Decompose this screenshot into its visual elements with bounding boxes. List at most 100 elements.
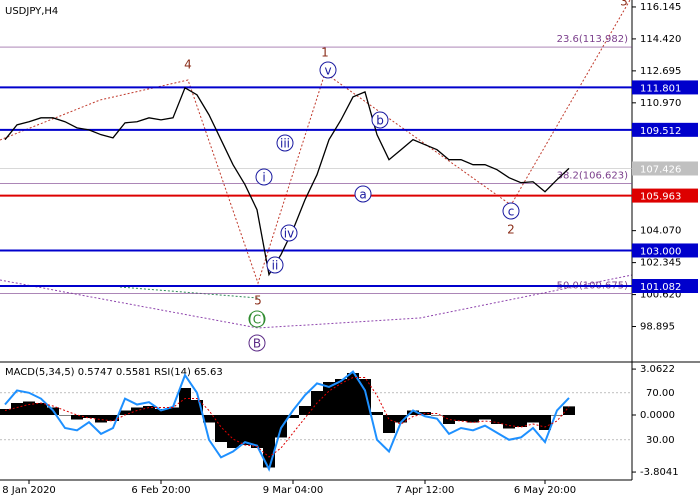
wave-label: b [376, 114, 384, 128]
macd-bar [563, 406, 575, 415]
x-tick-label: 6 Feb 20:00 [131, 485, 190, 496]
y2-tick-label: 30.00 [646, 435, 675, 446]
macd-bar [539, 415, 551, 430]
level-box [632, 80, 698, 95]
wave-label: 1 [321, 46, 329, 60]
y-tick-label: 98.895 [640, 322, 675, 333]
level-label: 103.000 [640, 246, 681, 257]
wave-label: i [262, 171, 265, 185]
macd-bar [179, 388, 191, 415]
wave-label: 5 [254, 294, 262, 308]
y-tick-label: 100.620 [640, 290, 681, 301]
macd-bar [227, 415, 239, 448]
wave-label: iii [280, 137, 290, 151]
level-label: 105.963 [640, 192, 681, 203]
wave-label: 4 [184, 58, 192, 72]
rsi-line [4, 370, 570, 472]
macd-bar [167, 407, 179, 415]
macd-bar [299, 406, 311, 415]
macd-bar [395, 415, 407, 423]
level-label: 111.801 [640, 83, 681, 94]
macd-bar [143, 406, 155, 415]
macd-bar [119, 410, 131, 415]
macd-bar [431, 415, 443, 416]
macd-bar [239, 415, 251, 445]
x-tick-label: 7 Apr 12:00 [396, 485, 455, 496]
fib-label: 38.2(106.623) [557, 170, 629, 181]
macd-bar [455, 415, 467, 421]
macd-bar [527, 415, 539, 423]
wave-circle [371, 111, 389, 129]
y-tick-label: 3.0622 [640, 364, 675, 375]
macd-bar [0, 409, 11, 415]
price-line [4, 86, 570, 277]
signal-line [4, 377, 570, 458]
wave-label: 3 [620, 0, 628, 9]
wave-circle [280, 224, 298, 242]
macd-bar [95, 415, 107, 423]
level-box [632, 188, 698, 203]
wave-circle [319, 61, 337, 79]
wave-circle [255, 168, 273, 186]
y2-tick-label: 70.00 [646, 388, 675, 399]
level-box [632, 122, 698, 137]
fib-label: 23.6(113.982) [557, 34, 629, 45]
wave-label: 2 [507, 223, 515, 237]
macd-bar [203, 415, 215, 423]
wave-circle [276, 134, 294, 152]
wave-curve [0, 274, 633, 329]
macd-bar [335, 379, 347, 415]
y-tick-label: 102.345 [640, 258, 681, 269]
indicator-title: MACD(5,34,5) 0.5747 0.5581 RSI(14) 65.63 [5, 367, 223, 378]
wave-label: (C) [248, 313, 266, 327]
macd-bar [491, 415, 503, 424]
x-tick-label: 9 Mar 04:00 [263, 485, 323, 496]
wave-circle [248, 334, 266, 352]
macd-bar [479, 415, 491, 420]
macd-bar [35, 403, 47, 415]
wave-circle [266, 256, 284, 274]
x-tick-label: 6 May 20:00 [514, 485, 576, 496]
macd-bar [347, 373, 359, 415]
macd-bar [515, 415, 527, 427]
wave-label: iv [284, 227, 294, 241]
wave-label: a [359, 188, 366, 202]
level-label: 109.512 [640, 126, 681, 137]
macd-bar [323, 382, 335, 415]
macd-bar [71, 415, 83, 420]
wave-circle [502, 202, 520, 220]
macd-bar [131, 407, 143, 415]
y-tick-label: 116.145 [640, 2, 681, 13]
macd-bar [287, 415, 299, 418]
y-tick-label: 112.695 [640, 66, 681, 77]
macd-bar [407, 410, 419, 415]
level-label: 107.426 [640, 164, 681, 175]
macd-bar [11, 403, 23, 415]
y-tick-label: -3.8041 [640, 467, 679, 478]
macd-bar [59, 415, 71, 416]
level-box [632, 243, 698, 258]
level-box [632, 279, 698, 294]
macd-bar [551, 415, 563, 416]
wave-label: ii [272, 259, 279, 273]
wave-circle [248, 310, 266, 328]
wave-curve [119, 286, 259, 299]
wave-circle [354, 185, 372, 203]
macd-bar [467, 415, 479, 423]
macd-bar [107, 415, 119, 421]
macd-bar [83, 415, 95, 418]
macd-bar [383, 415, 395, 433]
x-tick-label: 8 Jan 2020 [2, 485, 56, 496]
y-tick-label: 114.420 [640, 34, 681, 45]
wave-label: c [508, 205, 515, 219]
macd-bar [251, 415, 263, 448]
macd-bar [155, 409, 167, 415]
y-tick-label: 104.070 [640, 226, 681, 237]
level-label: 101.082 [640, 282, 681, 293]
level-box [632, 161, 698, 176]
y-tick-label: 110.970 [640, 98, 681, 109]
y-tick-label: 0.0000 [640, 410, 675, 421]
macd-bar [371, 412, 383, 415]
macd-bar [443, 415, 455, 424]
